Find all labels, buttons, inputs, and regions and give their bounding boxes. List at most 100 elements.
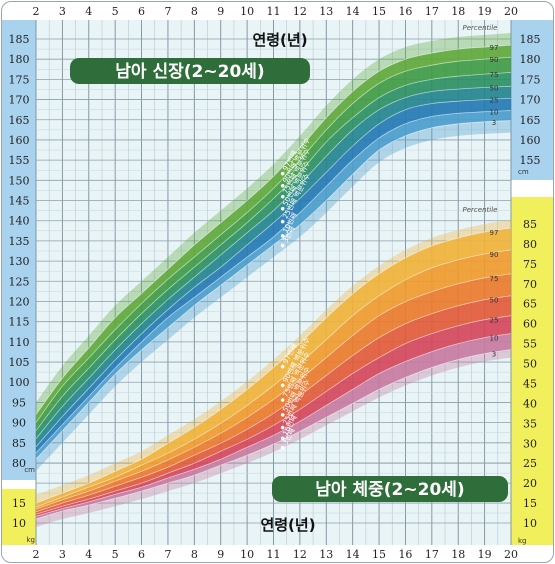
axis-tick-labels: 8085909510010511011512012513013514014515…	[9, 5, 541, 561]
x-tick-top: 17	[425, 5, 439, 18]
x-tick-top: 5	[112, 5, 119, 18]
weight-chart-title: 남아 체중(2~20세)	[315, 480, 464, 500]
height-tick-right: 180	[520, 53, 541, 66]
x-tick-bottom: 2	[33, 548, 40, 561]
weight-tick-right: 30	[523, 437, 537, 450]
percentile-band-halo	[36, 349, 511, 527]
weight-tick-left: 15	[12, 497, 26, 510]
height-tick-left: 170	[9, 94, 30, 107]
percentile-label-dot	[280, 436, 285, 441]
height-unit-right: cm	[518, 168, 529, 176]
height-tick-left: 85	[12, 437, 26, 450]
percentile-label-dot	[280, 171, 285, 176]
x-tick-top: 8	[191, 5, 198, 18]
percentile-line-50	[35, 85, 512, 440]
weight-tick-right: 15	[523, 497, 537, 510]
x-tick-bottom: 12	[293, 548, 307, 561]
x-tick-bottom: 16	[398, 548, 412, 561]
weight-axis-strip-right	[511, 197, 553, 545]
weight-tick-right: 80	[523, 238, 537, 251]
percentile-line-10	[35, 333, 512, 517]
x-tick-bottom: 5	[112, 548, 119, 561]
height-tick-left: 175	[9, 73, 30, 86]
x-tick-bottom: 19	[478, 548, 492, 561]
weight-percentile-number: 10	[490, 335, 499, 343]
x-tick-top: 4	[85, 5, 92, 18]
percentile-band	[36, 333, 511, 519]
height-tick-left: 180	[9, 53, 30, 66]
height-tick-left: 150	[9, 174, 30, 187]
weight-tick-left: 10	[12, 517, 26, 530]
weight-tick-right: 75	[523, 258, 537, 271]
x-tick-bottom: 3	[59, 548, 66, 561]
x-tick-bottom: 15	[372, 548, 386, 561]
height-tick-left: 165	[9, 114, 30, 127]
x-tick-bottom: 11	[267, 548, 281, 561]
percentile-line-97	[35, 227, 512, 504]
x-tick-bottom: 9	[217, 548, 224, 561]
weight-title-box	[272, 476, 508, 502]
weight-unit-left: kg	[27, 536, 36, 544]
x-tick-top: 15	[372, 5, 386, 18]
x-tick-top: 12	[293, 5, 307, 18]
weight-tick-right: 65	[523, 298, 537, 311]
percentile-band	[36, 315, 511, 517]
percentile-label-dot	[280, 445, 285, 450]
weight-tick-right: 55	[523, 338, 537, 351]
percentile-line-97	[35, 44, 512, 415]
height-tick-right: 185	[520, 33, 541, 46]
weight-tick-right: 50	[523, 358, 537, 371]
height-tick-right: 170	[520, 94, 541, 107]
height-tick-left: 135	[9, 235, 30, 248]
x-axis-title-bottom: 연령(년)	[260, 516, 315, 534]
height-tick-left: 155	[9, 154, 30, 167]
height-tick-left: 95	[12, 396, 26, 409]
weight-tick-right: 40	[523, 397, 537, 410]
x-tick-top: 20	[504, 5, 518, 18]
percentile-line-90	[35, 56, 512, 423]
height-percentile-number: 10	[490, 109, 499, 117]
x-tick-bottom: 7	[164, 548, 171, 561]
percentile-band	[36, 273, 511, 512]
percentile-line-3	[35, 349, 512, 520]
height-tick-right: 165	[520, 114, 541, 127]
weight-tick-right: 35	[523, 417, 537, 430]
height-tick-left: 120	[9, 295, 30, 308]
weight-tick-right: 20	[523, 477, 537, 490]
x-tick-top: 11	[267, 5, 281, 18]
weight-tick-right: 70	[523, 278, 537, 291]
percentile-label-dot	[280, 234, 285, 238]
percentile-line-75	[35, 273, 512, 510]
x-tick-top: 10	[240, 5, 254, 18]
x-tick-bottom: 8	[191, 548, 198, 561]
height-percentile-number: 75	[490, 71, 499, 79]
weight-percentile-number: 3	[492, 351, 496, 359]
height-tick-left: 100	[9, 376, 30, 389]
height-percentile-number: 50	[490, 84, 499, 92]
weight-tick-right: 60	[523, 318, 537, 331]
height-tick-left: 130	[9, 255, 30, 268]
weight-tick-right: 25	[523, 457, 537, 470]
height-axis-strip-left	[2, 20, 36, 480]
height-tick-left: 115	[9, 316, 30, 329]
height-bands	[35, 32, 512, 472]
percentile-label-dot	[280, 398, 285, 402]
percentile-numbers: 97 90 75 50 25 10 3 97 90 75 50 25 10 3	[490, 44, 499, 358]
percentile-line-75	[35, 72, 512, 431]
x-tick-top: 7	[164, 5, 171, 18]
height-chart-title: 남아 신장(2~20세)	[115, 62, 264, 82]
percentile-band	[36, 249, 511, 509]
percentile-label-dot	[280, 243, 285, 248]
x-tick-bottom: 20	[504, 548, 518, 561]
height-tick-left: 125	[9, 275, 30, 288]
height-tick-right: 160	[520, 134, 541, 147]
x-tick-bottom: 17	[425, 548, 439, 561]
weight-bands	[35, 220, 512, 527]
x-axis-title-top: 연령(년)	[252, 31, 307, 49]
x-tick-bottom: 18	[451, 548, 465, 561]
percentile-line-25	[35, 98, 512, 448]
height-tick-left: 145	[9, 195, 30, 208]
percentile-band	[36, 295, 511, 515]
